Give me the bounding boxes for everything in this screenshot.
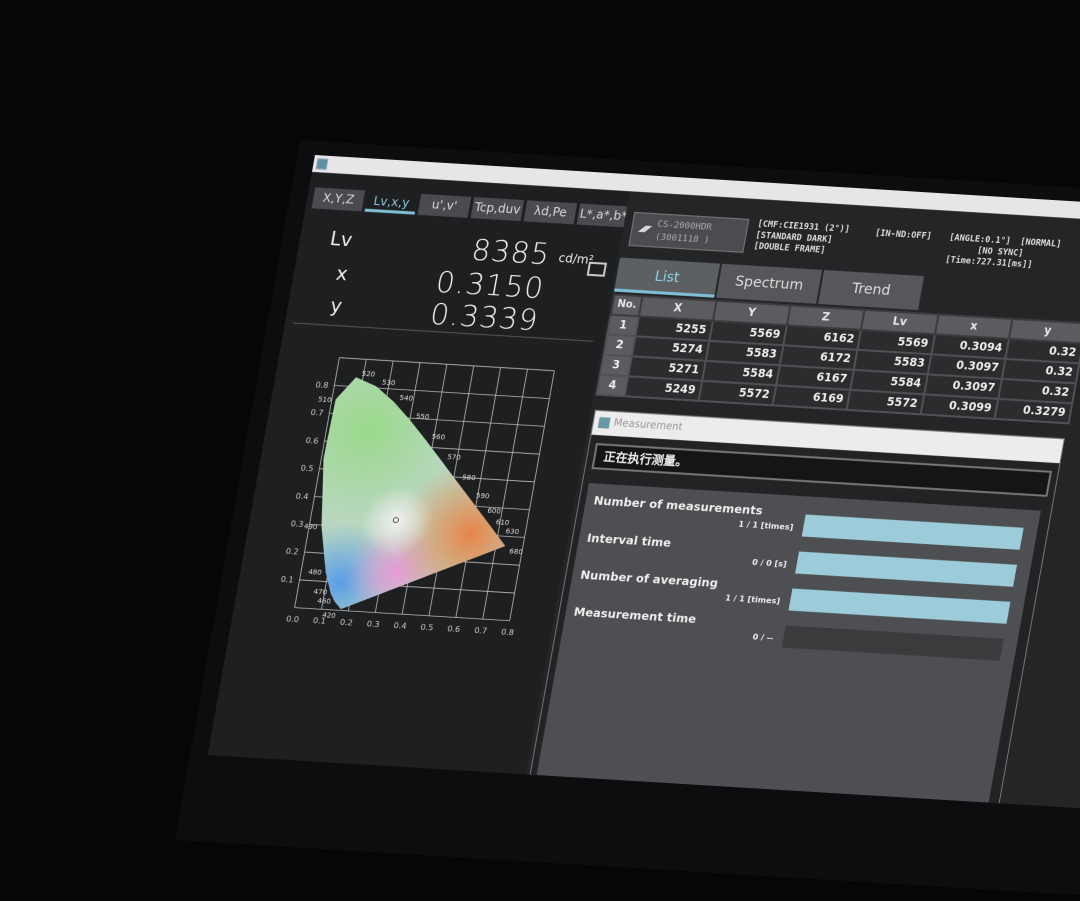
progress-label: Number of measurements (592, 493, 764, 518)
wavelength-label: 550 (415, 412, 430, 422)
x-tick-label: 0.6 (447, 624, 461, 634)
progress-value: 0 / -- (751, 632, 775, 643)
lv-label: Lv (328, 227, 355, 252)
tab-trend[interactable]: Trend (818, 269, 925, 311)
x-tick-label: 0.0 (285, 614, 299, 624)
wavelength-label: 570 (447, 452, 462, 462)
wavelength-label: 470 (313, 587, 328, 597)
wavelength-label: 560 (431, 432, 446, 442)
table-cell: 0.3279 (994, 398, 1073, 424)
progress-fill (801, 514, 1024, 550)
wavelength-label: 460 (317, 596, 332, 606)
y-label: y (328, 294, 344, 318)
y-tick-label: 0.4 (295, 491, 309, 501)
progress-label: Interval time (585, 530, 673, 550)
progress-label: Measurement time (572, 604, 698, 627)
tab-lvxy[interactable]: Lv,x,y (364, 190, 419, 215)
device-icon: ◢◤ (637, 221, 654, 236)
tab-xyz[interactable]: X,Y,Z (311, 187, 366, 212)
tab-spectrum[interactable]: Spectrum (716, 263, 823, 304)
wavelength-label: 610 (495, 517, 510, 527)
progress-panel: Number of measurements 1 / 1 [times] Int… (535, 483, 1041, 810)
progress-bar (781, 625, 1004, 661)
measurement-panel: X,Y,Z Lv,x,y u',v' Tcp,duv λd,Pe L*,a*,b… (207, 172, 631, 775)
x-tick-label: 0.1 (312, 616, 326, 626)
table-cell: 5572 (698, 380, 777, 406)
table-cell: 5249 (624, 376, 703, 401)
tab-lab[interactable]: L*,a*,b* (576, 203, 631, 228)
tab-tcp-duv[interactable]: Tcp,duv (470, 197, 525, 222)
progress-bar (788, 588, 1011, 624)
grid-line-vertical (482, 369, 528, 620)
x-tick-label: 0.2 (339, 618, 353, 628)
tab-list[interactable]: List (614, 257, 721, 298)
wavelength-label: 480 (308, 567, 323, 577)
grid-line-vertical (509, 370, 555, 621)
y-tick-label: 0.2 (285, 547, 299, 557)
grid-line-vertical (455, 367, 502, 618)
progress-bar (795, 551, 1018, 587)
row-number: 1 (607, 314, 639, 337)
dialog-title: Measurement (612, 417, 684, 434)
wavelength-label: 540 (399, 393, 414, 403)
measurement-dialog: Measurement 正在执行测量。 Number of measuremen… (526, 409, 1065, 810)
status-nd: [IN-ND:OFF] (874, 228, 933, 243)
progress-bar (801, 514, 1024, 550)
grid-line-horizontal (294, 607, 510, 622)
x-tick-label: 0.3 (366, 619, 380, 629)
dialog-icon (597, 417, 611, 429)
progress-value: 1 / 1 [times] (724, 593, 781, 606)
tab-dominant-wavelength[interactable]: λd,Pe (523, 200, 578, 225)
progress-label: Number of averaging (579, 567, 720, 590)
x-tick-label: 0.8 (500, 627, 514, 637)
status-speed: [NORMAL] (1019, 237, 1062, 250)
wavelength-label: 590 (475, 491, 490, 501)
progress-value: 0 / 0 [s] (751, 557, 788, 569)
chromaticity-diagram: 0.0 0.1 0.2 0.3 0.4 0.5 0.6 0.7 0.8 0.1 0.2 0.3 0.4 0… (280, 357, 555, 637)
y-tick-label: 0.7 (310, 408, 324, 418)
wavelength-label: 630 (505, 527, 520, 537)
x-label: x (334, 262, 350, 286)
app-icon (315, 158, 329, 170)
wavelength-label: 490 (303, 521, 318, 531)
status-angle: [ANGLE:0.1°] (948, 233, 1012, 247)
wavelength-label: 420 (322, 610, 337, 620)
tab-uv[interactable]: u',v' (417, 193, 472, 218)
grid-line-horizontal (339, 357, 555, 372)
row-number: 3 (600, 354, 632, 377)
app-window: X,Y,Z Lv,x,y u',v' Tcp,duv λd,Pe L*,a*,b… (207, 155, 1080, 810)
wavelength-label: 520 (361, 369, 376, 379)
x-tick-label: 0.7 (474, 626, 488, 636)
progress-fill (788, 588, 1011, 624)
results-table: No. X Y Z Lv x y 1 5255 5569 6162 5569 0.3094 0.32 2 5… (595, 294, 1080, 425)
progress-value: 1 / 1 [times] (737, 519, 795, 532)
wavelength-label: 580 (462, 472, 477, 482)
grid-line-vertical (294, 357, 340, 608)
device-box[interactable]: ◢◤ CS-2000HDR (3001118 ) (628, 211, 750, 253)
progress-fill (781, 625, 786, 648)
column-header[interactable]: No. (610, 294, 643, 317)
progress-fill (795, 551, 1018, 587)
y-tick-label: 0.8 (315, 380, 329, 390)
row-number: 4 (596, 374, 629, 397)
lv-value: 8385 (469, 232, 554, 272)
wavelength-label: 510 (317, 395, 332, 405)
table-cell: 5572 (846, 389, 925, 415)
x-tick-label: 0.5 (420, 623, 434, 633)
measured-point (392, 517, 399, 524)
expand-icon[interactable] (586, 261, 608, 277)
y-tick-label: 0.3 (290, 519, 304, 529)
wavelength-label: 530 (381, 378, 396, 388)
wavelength-label: 600 (487, 506, 502, 516)
y-tick-label: 0.1 (280, 575, 294, 585)
x-tick-label: 0.4 (393, 621, 407, 631)
row-number: 2 (603, 334, 636, 357)
y-tick-label: 0.6 (305, 436, 319, 446)
table-cell: 0.3099 (920, 394, 999, 419)
table-cell: 6169 (772, 385, 851, 410)
color-space-tabs: X,Y,Z Lv,x,y u',v' Tcp,duv λd,Pe L*,a*,b… (311, 187, 631, 228)
wavelength-label: 680 (509, 546, 524, 556)
y-tick-label: 0.5 (300, 464, 314, 474)
color-blob (361, 486, 433, 557)
